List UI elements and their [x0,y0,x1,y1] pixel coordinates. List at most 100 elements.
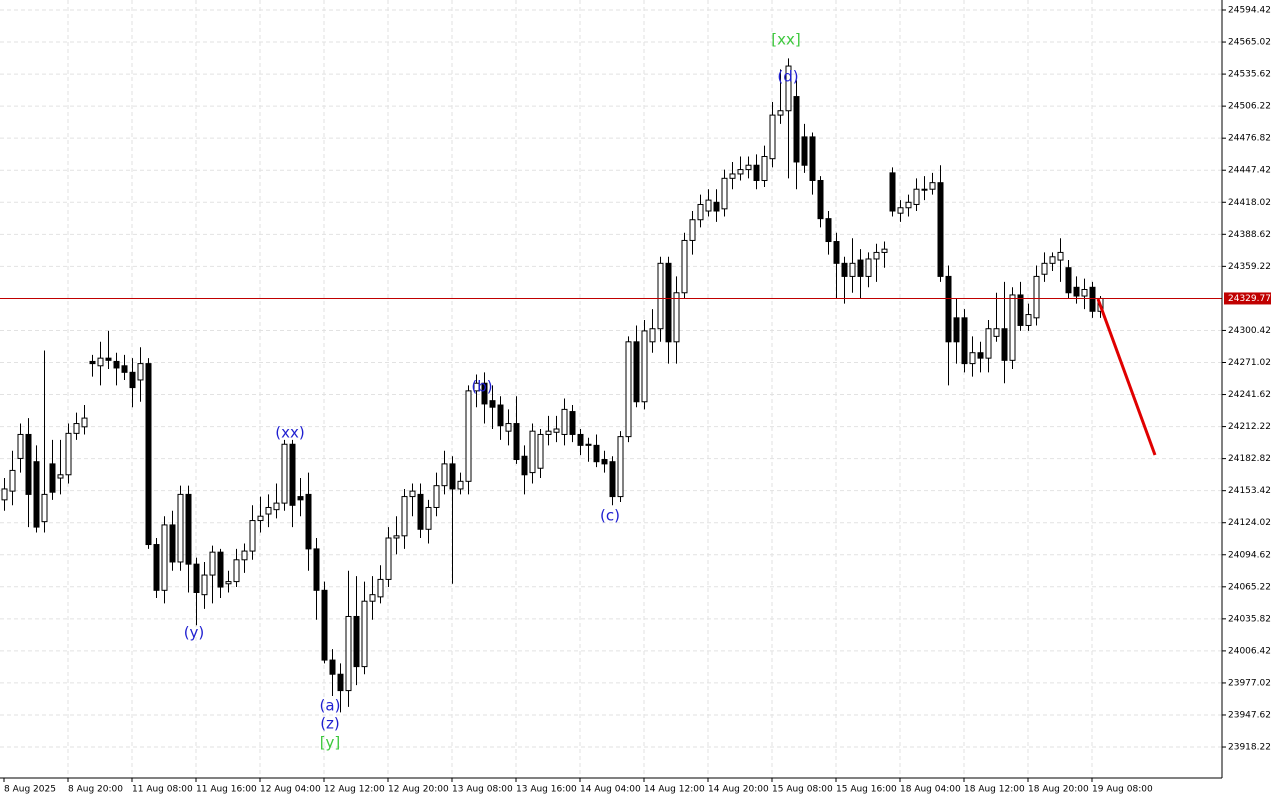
candle-body [353,615,360,668]
y-tick-label: 24359.22 [1228,262,1271,272]
candle-body [873,251,880,260]
y-tick-label: 24006.42 [1228,646,1271,656]
wave-label: (d) [777,68,798,86]
candle-body [841,262,848,277]
candle-body [913,188,920,205]
candle-body [825,218,832,243]
candle-body [929,182,936,190]
x-tick-label: 12 Aug 12:00 [324,785,385,795]
candle-body [809,136,816,181]
candle-body [273,502,280,511]
candle-body [993,328,1000,337]
candle-body [609,461,616,498]
x-tick-label: 11 Aug 16:00 [196,785,257,795]
x-tick-label: 14 Aug 20:00 [708,785,769,795]
candle-body [753,164,760,181]
candle-body [281,443,288,504]
x-tick-label: 15 Aug 16:00 [836,785,897,795]
candle-body [369,594,376,602]
candle-body [25,433,32,495]
x-tick-label: 13 Aug 16:00 [516,785,577,795]
candle-body [953,317,960,343]
y-tick-label: 24035.82 [1228,614,1271,624]
candle-body [569,411,576,435]
candle-body [745,164,752,171]
candle-body [777,110,784,116]
y-tick-label: 24094.62 [1228,550,1271,560]
candle-body [441,463,448,487]
candle-body [1089,286,1096,312]
candle-body [761,156,768,181]
candle-body [697,203,704,221]
current-price-box [1224,292,1271,305]
candle-body [209,551,216,576]
y-tick-label: 24594.42 [1228,6,1271,16]
candle-body [473,382,480,392]
candle-body [65,432,72,476]
candle-body [721,177,728,210]
x-tick-label: 11 Aug 08:00 [132,785,193,795]
candle-body [937,182,944,277]
candle-body [425,506,432,530]
candles [0,58,1222,713]
candle-body [657,262,664,330]
candle-body [409,490,416,498]
candle-body [305,493,312,550]
candle-body [201,574,208,596]
candle-body [481,382,488,405]
y-tick-label: 24241.62 [1228,390,1271,400]
candle-body [1025,314,1032,326]
grid [0,0,1222,778]
candle-body [905,201,912,209]
candle-body [329,659,336,675]
y-tick-label: 23947.62 [1228,710,1271,720]
candle-body [1,488,8,501]
y-tick-label: 24506.22 [1228,102,1271,112]
y-tick-label: 24535.62 [1228,70,1271,80]
candle-body [1049,256,1056,264]
candle-body [153,544,160,591]
x-tick-label: 8 Aug 2025 [4,785,56,795]
candle-body [881,248,888,253]
candle-body [105,357,112,361]
y-tick-label: 24182.82 [1228,454,1271,464]
x-tick-label: 14 Aug 12:00 [644,785,705,795]
candle-body [1065,267,1072,294]
candle-body [553,428,560,433]
candle-body [1057,251,1064,261]
x-tick-label: 19 Aug 08:00 [1092,785,1153,795]
candle-body [969,352,976,365]
candle-body [921,188,928,191]
candle-body [73,423,80,434]
candle-body [17,433,24,459]
candle-body [737,169,744,175]
candle-body [297,496,304,501]
wave-label: [xx] [771,31,800,49]
candle-body [977,352,984,359]
candle-body [641,330,648,403]
candle-body [769,114,776,160]
labels: 24594.42 24565.02 24535.62 24506.22 24476.82… [3,6,1271,795]
candle-body [313,548,320,591]
candle-body [625,341,632,438]
candle-body [633,341,640,403]
y-tick-label: 24565.02 [1228,38,1271,48]
forecast-arrow [1096,298,1157,456]
candle-body [649,328,656,343]
y-tick-label: 24300.42 [1228,326,1271,336]
candle-body [41,493,48,523]
candle-body [161,524,168,591]
candle-body [537,433,544,469]
candle-body [185,493,192,565]
candle-body [169,524,176,563]
candle-body [665,262,672,343]
candle-body [889,172,896,212]
candle-body [241,550,248,561]
candle-body [857,259,864,277]
candle-body [833,241,840,264]
current-price-label: 24329.77 [1228,294,1271,304]
candle-body [465,390,472,482]
candle-body [561,408,568,435]
candle-body [361,600,368,668]
